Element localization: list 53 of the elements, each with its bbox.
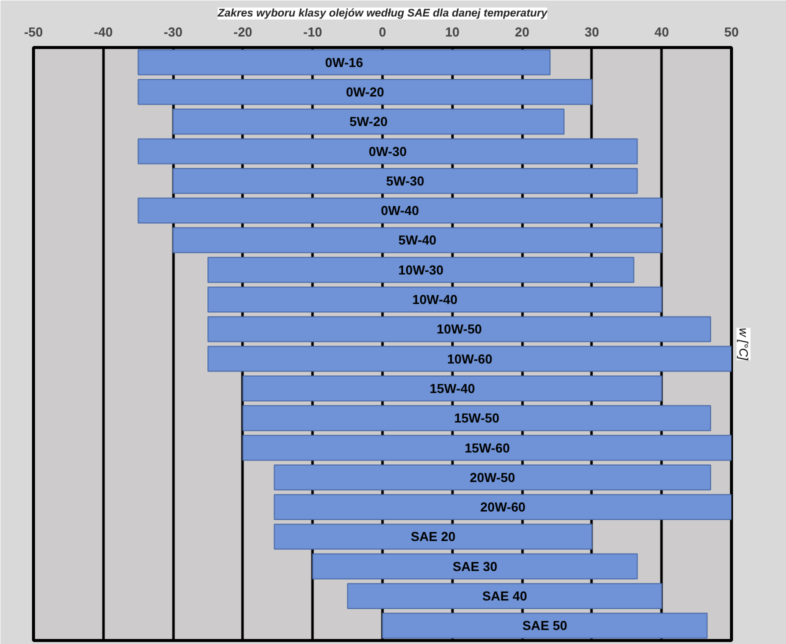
y-tick-label: 5W-20 bbox=[350, 114, 388, 130]
x-tick-label: 10 bbox=[445, 24, 460, 40]
x-tick-label: 40 bbox=[654, 24, 669, 40]
y-tick-label: 10W-40 bbox=[412, 292, 458, 308]
bar bbox=[172, 108, 564, 135]
bar bbox=[208, 286, 662, 312]
x-tick-label: 30 bbox=[584, 24, 600, 40]
bar bbox=[208, 346, 732, 372]
bar bbox=[208, 316, 712, 342]
bar bbox=[138, 79, 592, 105]
x-tick-label: -10 bbox=[303, 24, 322, 40]
y-tick-label: 15W-50 bbox=[454, 410, 500, 426]
bar bbox=[312, 553, 638, 580]
y-tick-label: 0W-40 bbox=[380, 203, 419, 218]
y-tick-label: 5W-40 bbox=[398, 232, 436, 248]
chart-title: Zakres wyboru klasy olejów według SAE dla danej temperatury bbox=[216, 8, 548, 20]
x-tick-label: 20 bbox=[514, 24, 530, 40]
bar bbox=[382, 612, 708, 639]
bar bbox=[172, 168, 638, 194]
x-tick-label: 50 bbox=[724, 24, 739, 40]
bar bbox=[274, 524, 592, 550]
bar bbox=[138, 49, 551, 76]
bar bbox=[138, 138, 638, 164]
y2-axis-title: w [°C] bbox=[736, 328, 750, 361]
y-tick-label: 10W-30 bbox=[398, 262, 444, 278]
y-tick-label: 15W-40 bbox=[430, 380, 475, 396]
bar bbox=[138, 198, 662, 224]
bar bbox=[347, 583, 662, 609]
bar bbox=[274, 494, 732, 520]
bar bbox=[242, 405, 712, 432]
y-tick-label: SAE 30 bbox=[452, 558, 498, 574]
y-tick-label: 20W-50 bbox=[470, 470, 516, 485]
y-tick-label: 0W-30 bbox=[368, 144, 407, 159]
x-tick-label: -20 bbox=[234, 24, 252, 40]
bar bbox=[208, 256, 634, 283]
y-tick-label: 0W-20 bbox=[346, 84, 384, 100]
x-tick-label: -30 bbox=[164, 24, 182, 40]
x-tick-label: -50 bbox=[24, 24, 43, 40]
bar bbox=[242, 376, 662, 402]
y-tick-label: SAE 20 bbox=[410, 529, 456, 544]
y-tick-label: 15W-60 bbox=[464, 440, 510, 456]
y-tick-label: 0W-16 bbox=[325, 54, 364, 70]
x-tick-label: 0 bbox=[378, 24, 386, 40]
y-tick-label: SAE 50 bbox=[522, 618, 568, 634]
bar bbox=[172, 227, 662, 254]
y-tick-label: 5W-30 bbox=[386, 173, 424, 188]
x-tick-label: -40 bbox=[94, 24, 113, 40]
y-tick-label: 10W-50 bbox=[436, 322, 482, 337]
bar bbox=[242, 434, 732, 461]
y-tick-label: SAE 40 bbox=[482, 588, 528, 604]
bar bbox=[274, 464, 712, 490]
y-tick-label: 10W-60 bbox=[447, 351, 492, 366]
y-tick-label: 20W-60 bbox=[480, 500, 526, 515]
